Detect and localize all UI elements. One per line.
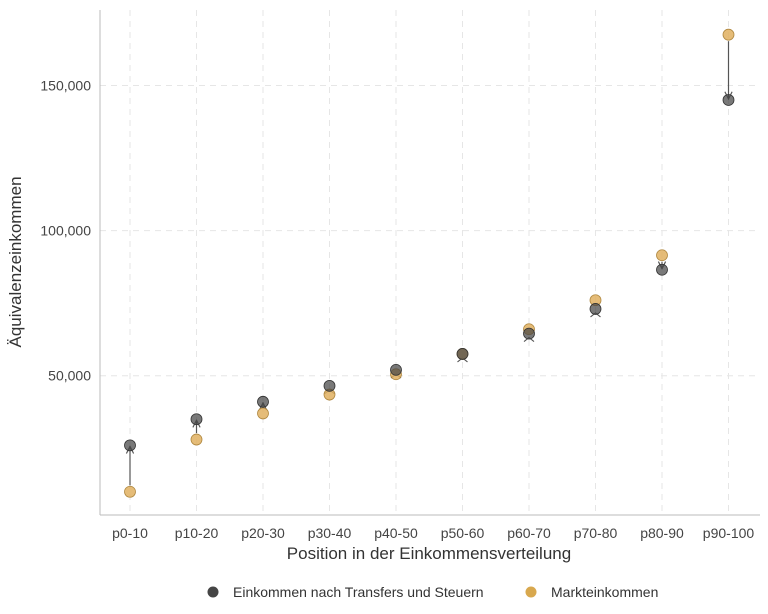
tick-labels: p0-10 p10-20 p20-30 p30-40 p40-50 p50-60 p60-7… [40,77,754,541]
legend-label-transfers: Einkommen nach Transfers und Steuern [233,584,484,600]
point-markteinkommen [257,407,269,420]
grid [100,10,760,515]
point-markteinkommen [190,433,203,446]
x-tick-label: p50-60 [441,525,485,541]
point-einkommen-nach-transfers [390,363,402,376]
arrows [130,41,729,486]
legend-marker-market [525,586,537,598]
point-einkommen-nach-transfers [124,439,136,452]
x-tick-label: p20-30 [241,525,285,541]
x-tick-label: p80-90 [640,525,684,541]
y-axis-title: Äquivalenzeinkommen [6,176,25,347]
x-tick-label: p10-20 [175,525,219,541]
x-tick-label: p90-100 [703,525,755,541]
legend-label-market: Markteinkommen [551,584,658,600]
point-einkommen-nach-transfers [722,94,735,106]
point-markteinkommen [722,28,735,41]
legend-marker-transfers [207,586,219,598]
point-einkommen-nach-transfers [257,395,269,408]
x-tick-label: p40-50 [374,525,418,541]
point-einkommen-nach-transfers [589,303,602,315]
point-markteinkommen [124,485,136,498]
y-tick-label: 150,000 [40,77,91,93]
point-einkommen-nach-transfers [190,413,203,426]
point-einkommen-nach-transfers [656,263,668,276]
y-tick-label: 100,000 [40,223,91,239]
point-einkommen-nach-transfers [523,327,535,340]
point-einkommen-nach-transfers [456,348,469,360]
x-tick-label: p60-70 [507,525,551,541]
point-markteinkommen [656,249,668,262]
x-tick-label: p70-80 [574,525,618,541]
x-axis-title: Position in der Einkommensverteilung [287,544,571,563]
axes [99,10,760,516]
y-tick-label: 50,000 [48,368,91,384]
x-tick-label: p0-10 [112,525,148,541]
legend: Einkommen nach Transfers und Steuern Mar… [207,584,658,600]
point-einkommen-nach-transfers [323,379,336,392]
x-tick-label: p30-40 [308,525,352,541]
points [124,28,735,498]
